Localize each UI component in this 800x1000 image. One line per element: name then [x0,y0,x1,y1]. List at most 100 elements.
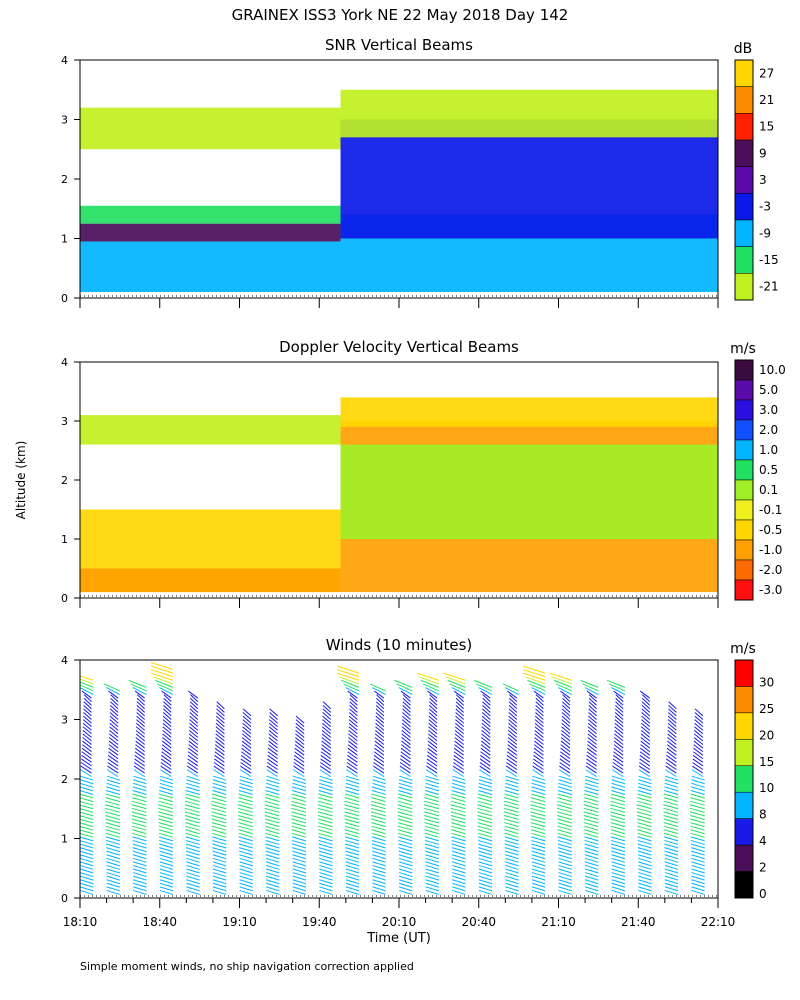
wind-barb [155,679,174,688]
y-tick-label: 2 [61,474,68,487]
wind-barb [159,864,174,870]
wind-barb [369,683,386,692]
wind-barb [613,747,624,756]
wind-barb [504,832,519,838]
wind-barb [588,697,597,706]
wind-barb [668,701,677,710]
wind-barb [292,889,307,895]
wind-barb [667,726,677,735]
wind-barb [449,683,466,692]
wind-barb [292,868,307,874]
wind-barb [132,857,147,863]
wind-barb [317,800,333,806]
wind-barb [136,719,145,728]
wind-barb [551,676,572,685]
wind-barb [80,765,92,774]
wind-barb [424,829,440,835]
wind-barb [106,868,121,874]
wind-barb [451,789,466,795]
wind-barb [163,704,172,713]
wind-barb [163,701,172,710]
colorbar-swatch [734,739,754,767]
wind-barb [239,857,253,863]
wind-barb [291,832,307,838]
wind-barb [211,807,227,813]
wind-barb [371,814,386,820]
wind-barb [292,847,307,853]
wind-barb [189,708,199,717]
y-tick-label: 1 [61,233,68,246]
wind-barb [664,868,679,874]
wind-barb [338,676,360,685]
wind-barb [638,782,652,788]
wind-barb [481,715,491,724]
wind-barb [451,843,466,849]
colorbar-label: 8 [759,808,767,822]
wind-barb [239,769,252,778]
wind-barb [452,864,466,870]
wind-barb [108,690,119,699]
wind-barb [455,697,464,706]
wind-barb [402,704,411,713]
wind-barb [216,708,225,717]
wind-barb [81,754,92,763]
wind-barb [291,836,307,842]
wind-barb [477,797,493,803]
wind-barb [186,857,200,863]
wind-barb [534,729,544,738]
wind-barb [347,751,358,760]
wind-barb [343,683,360,692]
wind-barb [374,744,385,753]
wind-barb [416,672,440,681]
wind-barb [691,879,705,885]
wind-barb [505,886,519,892]
wind-barb [186,775,200,781]
wind-barb [508,722,518,731]
wind-barb [82,729,92,738]
wind-barb [80,687,94,695]
wind-barb [505,765,518,774]
wind-barb [371,825,386,831]
wind-barb [132,687,147,695]
wind-barb [424,825,440,831]
wind-barb [106,779,121,785]
wind-barb [640,744,651,753]
wind-barb [692,754,704,763]
wind-barb [422,683,440,692]
wind-barb [83,715,92,724]
wind-barb [505,854,519,860]
wind-barb [238,797,253,803]
wind-barb [213,765,225,774]
wind-barb [584,836,599,842]
wind-barb [584,687,599,695]
data-layer [80,415,341,445]
wind-barb [238,818,253,824]
wind-barb [559,758,571,767]
wind-barb [614,722,624,731]
wind-barb [530,811,546,817]
wind-barb [133,875,147,881]
wind-barb [689,807,705,813]
wind-barb [450,807,466,813]
x-tick-label: 21:40 [621,915,656,929]
wind-barb [428,704,438,713]
wind-barb [480,754,491,763]
wind-barb [371,800,386,806]
wind-barb [454,733,464,742]
wind-barb [424,800,440,806]
wind-barb [452,779,466,785]
wind-barb [80,811,94,817]
wind-barb [476,683,493,692]
wind-barb [427,737,438,745]
wind-barb [425,769,438,778]
wind-barb [582,683,599,692]
wind-barb [506,754,518,763]
wind-barb [531,886,546,892]
wind-barb [693,733,704,742]
wind-barb [478,687,493,695]
wind-barb [398,850,413,856]
wind-barb [504,797,519,803]
wind-barb [611,882,626,888]
wind-barb [530,804,546,810]
wind-barb [319,861,333,867]
